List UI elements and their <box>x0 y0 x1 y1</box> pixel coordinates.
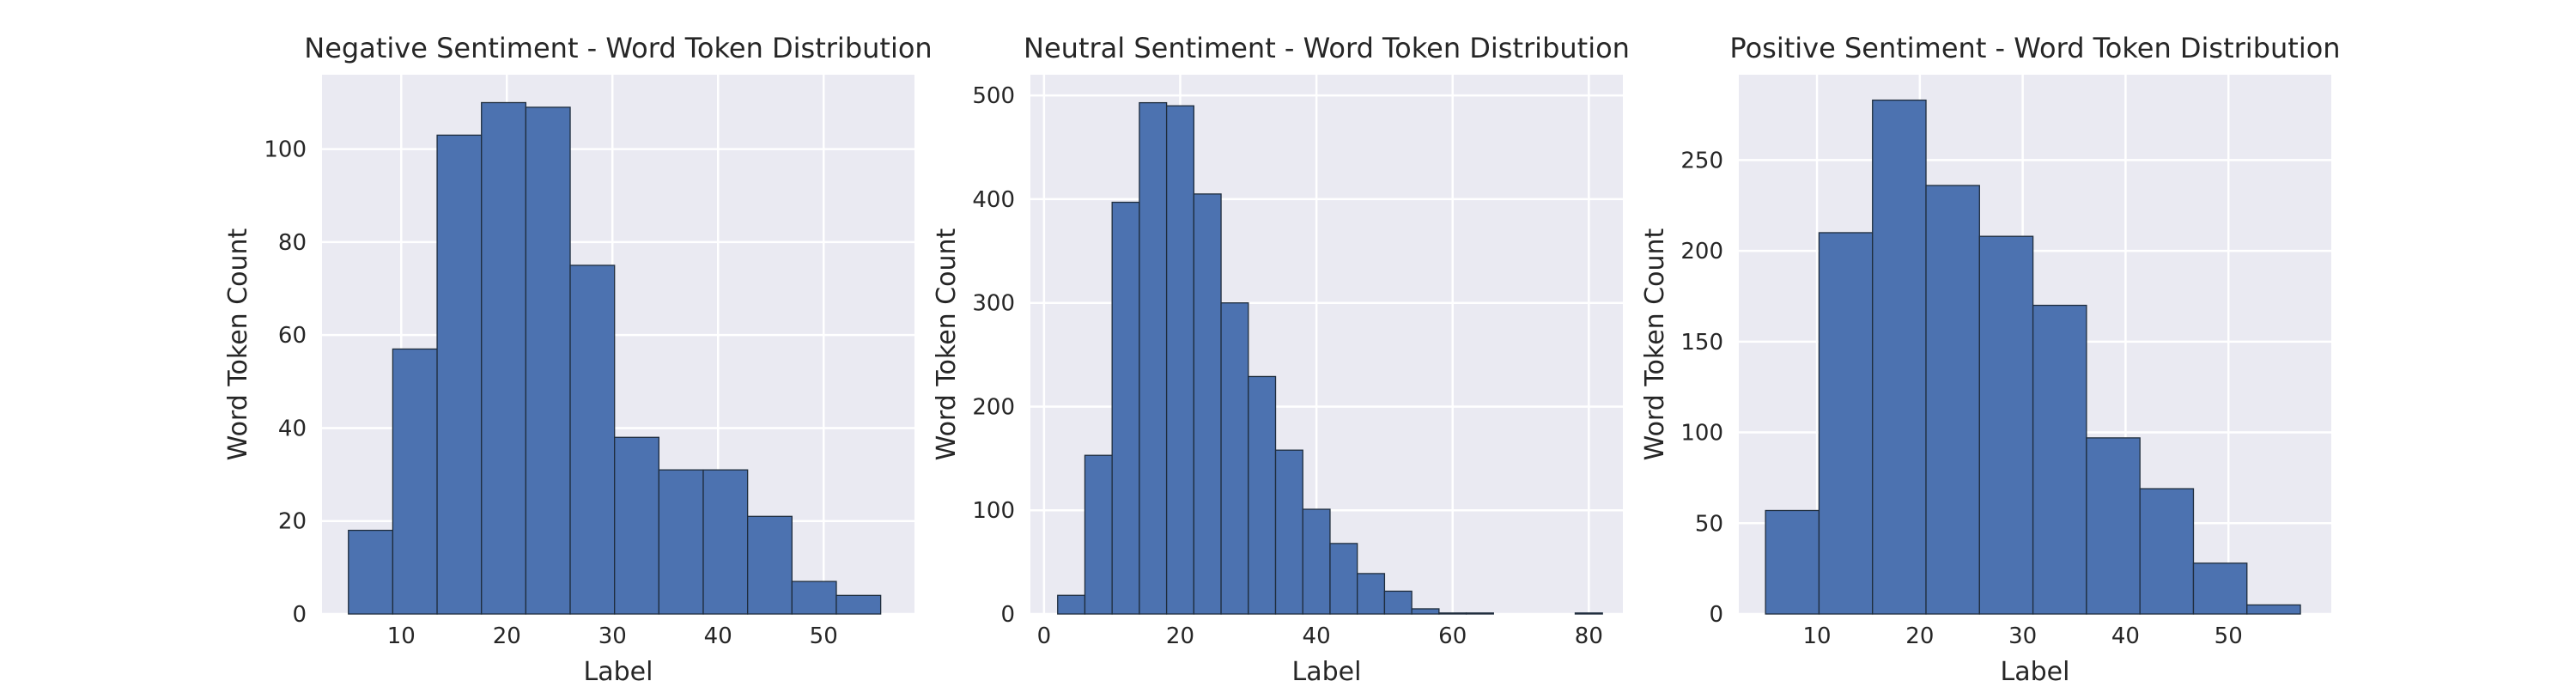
neutral-x-tick-label: 60 <box>1438 623 1467 649</box>
neutral-histogram-bar <box>1139 101 1168 615</box>
negative-y-tick-label: 0 <box>292 602 307 628</box>
neutral-histogram-bar <box>1084 454 1113 615</box>
negative-plot-area: 10 20 30 40 50 0 20 40 60 80 100 <box>264 75 914 649</box>
positive-chart-title: Positive Sentiment - Word Token Distribu… <box>1729 32 2340 64</box>
positive-histogram-bar <box>2139 488 2195 615</box>
negative-histogram-bar <box>791 581 837 615</box>
neutral-y-tick-label: 0 <box>1000 602 1015 628</box>
positive-y-tick-label: 0 <box>1709 602 1723 628</box>
positive-x-tick-label: 10 <box>1802 623 1831 649</box>
positive-histogram-bar <box>2086 437 2141 615</box>
positive-y-axis-label: Word Token Count <box>1640 228 1670 460</box>
negative-x-tick-label: 50 <box>810 623 838 649</box>
negative-histogram-bar <box>436 134 483 615</box>
positive-x-axis-label: Label <box>2001 657 2070 687</box>
neutral-x-tick-label: 40 <box>1303 623 1331 649</box>
negative-x-axis-label: Label <box>584 657 653 687</box>
negative-chart-title: Negative Sentiment - Word Token Distribu… <box>304 32 932 64</box>
positive-x-tick-label: 50 <box>2215 623 2243 649</box>
neutral-y-tick-label: 300 <box>972 291 1015 317</box>
positive-x-tick-label: 20 <box>1905 623 1934 649</box>
negative-x-tick-label: 20 <box>493 623 521 649</box>
neutral-histogram-bar <box>1357 573 1386 615</box>
positive-histogram-bar <box>1818 232 1874 615</box>
positive-histogram-bar <box>2192 562 2248 615</box>
neutral-histogram-bar <box>1193 193 1222 615</box>
positive-y-tick-label: 250 <box>1680 148 1723 173</box>
neutral-y-tick-label: 500 <box>972 83 1015 109</box>
positive-histogram-bar <box>2032 304 2087 615</box>
negative-histogram-bar <box>569 264 616 615</box>
negative-y-tick-label: 20 <box>278 509 307 535</box>
positive-histogram-bar <box>1765 509 1820 615</box>
negative-histogram-bar <box>835 594 882 615</box>
negative-y-tick-label: 60 <box>278 323 307 349</box>
positive-x-tick-label: 40 <box>2111 623 2140 649</box>
positive-y-tick-label: 150 <box>1680 330 1723 356</box>
neutral-histogram-bar <box>1274 449 1303 615</box>
positive-y-tick-label: 100 <box>1680 421 1723 447</box>
neutral-histogram-bar <box>1302 508 1331 615</box>
positive-sentiment-panel: 10 20 30 40 50 0 50 100 150 200 250 Positive Senti… <box>1640 32 2341 687</box>
negative-histogram-bar <box>481 101 527 615</box>
negative-histogram-bar <box>702 469 749 615</box>
neutral-histogram-bar <box>1165 105 1194 615</box>
negative-y-tick-label: 80 <box>278 230 307 256</box>
neutral-histogram-bar <box>1465 612 1494 615</box>
negative-sentiment-panel: 10 20 30 40 50 0 20 40 60 80 100 Negative Sentimen… <box>223 32 933 687</box>
neutral-chart-title: Neutral Sentiment - Word Token Distribut… <box>1024 32 1630 64</box>
negative-y-tick-label: 40 <box>278 416 307 441</box>
positive-x-tick-label: 30 <box>2008 623 2037 649</box>
negative-y-tick-label: 100 <box>264 137 307 163</box>
positive-y-tick-label: 200 <box>1680 239 1723 264</box>
negative-x-tick-label: 40 <box>704 623 732 649</box>
negative-histogram-bar <box>392 348 438 615</box>
neutral-y-tick-label: 200 <box>972 394 1015 420</box>
neutral-plot-area: 0 20 40 60 80 0 100 200 300 400 500 <box>972 75 1623 649</box>
neutral-histogram-bar <box>1574 612 1603 615</box>
neutral-histogram-bar <box>1248 375 1277 615</box>
negative-histogram-bar <box>525 106 571 615</box>
positive-histogram-bar <box>1872 99 1927 615</box>
positive-y-tick-label: 50 <box>1695 511 1723 537</box>
negative-y-axis-label: Word Token Count <box>223 228 253 460</box>
neutral-histogram-bar <box>1383 590 1413 615</box>
negative-histogram-bar <box>747 515 793 615</box>
neutral-histogram-bar <box>1411 608 1440 615</box>
neutral-y-axis-label: Word Token Count <box>932 228 962 460</box>
neutral-x-tick-label: 80 <box>1575 623 1603 649</box>
neutral-y-tick-label: 100 <box>972 498 1015 524</box>
neutral-histogram-bar <box>1329 543 1358 615</box>
neutral-x-axis-label: Label <box>1292 657 1362 687</box>
negative-histogram-bar <box>658 469 704 615</box>
neutral-x-tick-label: 20 <box>1166 623 1194 649</box>
neutral-histogram-bar <box>1220 302 1249 615</box>
neutral-histogram-bar <box>1111 201 1140 615</box>
negative-histogram-bar <box>348 529 394 615</box>
neutral-sentiment-panel: 0 20 40 60 80 0 100 200 300 400 500 Neutral Sentim… <box>932 32 1630 687</box>
positive-histogram-bar <box>1978 235 2034 615</box>
negative-histogram-bar <box>614 436 660 615</box>
neutral-x-tick-label: 0 <box>1037 623 1052 649</box>
positive-histogram-bar <box>1925 185 1980 615</box>
positive-plot-area: 10 20 30 40 50 0 50 100 150 200 250 <box>1680 75 2331 649</box>
neutral-histogram-bar <box>1057 594 1086 615</box>
neutral-y-tick-label: 400 <box>972 187 1015 213</box>
negative-x-tick-label: 10 <box>387 623 416 649</box>
positive-histogram-bar <box>2246 604 2301 615</box>
negative-x-tick-label: 30 <box>598 623 627 649</box>
neutral-histogram-bar <box>1438 612 1467 615</box>
